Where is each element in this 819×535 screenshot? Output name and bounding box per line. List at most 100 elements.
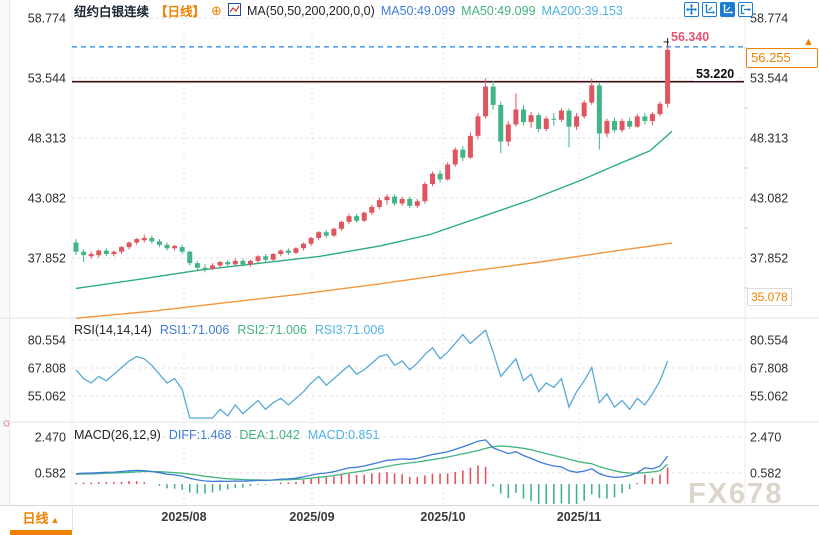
- date-tick: 2025/08: [161, 510, 207, 524]
- tab-daily[interactable]: 日线 ▲: [10, 507, 73, 530]
- dea-line: [75, 445, 669, 481]
- candle-body: [187, 251, 193, 264]
- candle-body: [627, 120, 633, 127]
- candle-body: [308, 237, 314, 244]
- candle-body: [81, 251, 87, 256]
- candle-body: [505, 124, 511, 142]
- candle-body: [73, 242, 79, 252]
- candle-body: [475, 116, 481, 136]
- candle-body: [596, 85, 602, 134]
- add-indicator-icon[interactable]: ⊕: [211, 2, 222, 18]
- rsi-header: RSI(14,14,14) RSI1:71.006 RSI2:71.006 RSI3:…: [74, 323, 392, 337]
- axis-tick-label: 67.808: [750, 362, 788, 376]
- candle-body: [414, 201, 420, 206]
- candle-body: [452, 149, 458, 165]
- candle-body: [369, 206, 375, 213]
- axis-tick-label: 48.313: [28, 132, 66, 146]
- candle-body: [141, 237, 147, 241]
- candle-body: [247, 260, 253, 265]
- candle-body: [604, 120, 610, 134]
- candle-body: [354, 216, 360, 221]
- candle-body: [657, 103, 663, 115]
- candle-body: [172, 245, 178, 249]
- candle-body: [460, 149, 466, 158]
- chart-toolbar: [684, 2, 753, 17]
- axis-tick-label: 2.470: [750, 431, 781, 445]
- candle-body: [536, 115, 542, 129]
- axis-tick-label: 53.544: [28, 71, 66, 85]
- axis-scale-icon[interactable]: [720, 2, 735, 17]
- candle-body: [520, 109, 526, 123]
- axis-tick-label: 55.062: [750, 390, 788, 404]
- candle-body: [551, 118, 557, 120]
- ma-settings-label: MA(50,50,200,200,0,0): [246, 3, 375, 18]
- bottom-axis-bar: 日线 ▲ 2025/08 2025/09 2025/10 2025/11: [0, 505, 819, 535]
- candle-body: [634, 116, 640, 127]
- candle-body: [285, 250, 291, 253]
- candle-body: [96, 250, 102, 256]
- candle-body: [437, 173, 443, 180]
- candle-body: [392, 196, 398, 204]
- candle-body: [498, 104, 504, 142]
- candle-body: [293, 248, 299, 253]
- move-icon[interactable]: [684, 2, 699, 17]
- axis-tick-label: 43.082: [28, 192, 66, 206]
- axis-tick-label: 43.082: [750, 192, 788, 206]
- candle-body: [126, 242, 132, 248]
- candle-body: [376, 200, 382, 207]
- macd-title: MACD(26,12,9): [74, 428, 161, 442]
- dea-value: DEA:1.042: [239, 428, 300, 442]
- axis-tick-label: 58.774: [28, 12, 66, 26]
- candle-body: [194, 263, 200, 268]
- candle-body: [589, 85, 595, 103]
- axis-tick-label: 0.582: [750, 467, 781, 481]
- axis-tick-label: 80.554: [750, 334, 788, 348]
- tab-daily-label: 日线: [22, 511, 49, 526]
- candle-body: [255, 256, 261, 261]
- axis-tick-label: 48.313: [750, 132, 788, 146]
- candle-body: [429, 173, 435, 185]
- rsi2-value: RSI2:71.006: [237, 323, 307, 337]
- candle-body: [346, 216, 352, 222]
- axis-tick-label: 55.062: [28, 390, 66, 404]
- watermark: FX678: [688, 478, 784, 510]
- axis-tick-label: 37.852: [28, 252, 66, 266]
- candle-body: [134, 239, 140, 243]
- candle-body: [156, 241, 162, 245]
- last-price-label: 56.255: [746, 48, 818, 68]
- symbol-name: 纽约白银连续: [74, 5, 150, 19]
- mini-chart-icon: [227, 2, 241, 19]
- axis-zoom-icon[interactable]: [702, 2, 717, 17]
- candle-body: [566, 110, 572, 127]
- candle-body: [232, 260, 238, 265]
- axis-tick-label: 2.470: [35, 431, 66, 445]
- candle-body: [164, 244, 170, 249]
- axis-tick-label: 67.808: [28, 362, 66, 376]
- candle-body: [528, 115, 534, 123]
- candle-body: [407, 198, 413, 206]
- candle-body: [202, 267, 208, 269]
- axis-tick-label: 53.544: [750, 71, 788, 85]
- candle-body: [88, 254, 94, 257]
- date-tick: 2025/11: [556, 510, 602, 524]
- candle-body: [399, 198, 405, 204]
- candle-body: [384, 196, 390, 201]
- diff-value: DIFF:1.468: [168, 428, 232, 442]
- axis-tick-label: 0.582: [35, 467, 66, 481]
- candle-body: [217, 262, 223, 266]
- date-tick: 2025/10: [420, 510, 466, 524]
- axis-tick-label: 58.774: [750, 12, 788, 26]
- candle-body: [331, 228, 337, 236]
- candle-body: [316, 232, 322, 238]
- candle-body: [445, 164, 451, 180]
- candle-body: [574, 116, 580, 127]
- candle-body: [490, 86, 496, 105]
- rsi-title: RSI(14,14,14): [74, 323, 152, 337]
- candle-body: [263, 256, 269, 260]
- exit-icon[interactable]: [738, 2, 753, 17]
- left-sidebar-strip: [0, 0, 10, 535]
- candle-body: [543, 118, 549, 129]
- ma50-value-1: MA50:49.099: [380, 3, 456, 18]
